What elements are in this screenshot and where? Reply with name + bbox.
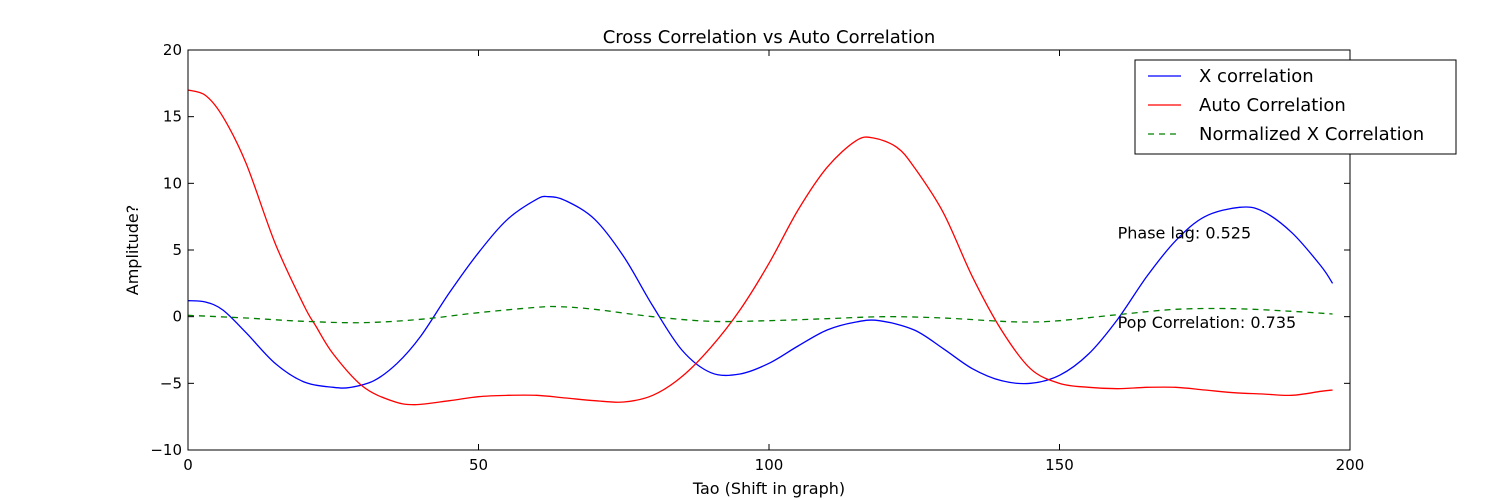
annotation-phase-lag: Phase lag: 0.525: [1118, 224, 1252, 243]
plot-area: Phase lag: 0.525 Pop Correlation: 0.735 0 5…: [150, 41, 1364, 474]
legend-label-normalized-x-correlation: Normalized X Correlation: [1199, 124, 1424, 145]
x-tick-label: 0: [183, 456, 193, 474]
legend: X correlation Auto Correlation Normalized …: [1134, 59, 1457, 155]
series-line-normalized-x-correlation: [187, 305, 1333, 324]
y-tick-label: −5: [160, 374, 182, 392]
series-line-x-correlation: [187, 195, 1334, 389]
x-tick-label: 50: [469, 456, 488, 474]
annotation-pop-correlation: Pop Correlation: 0.735: [1118, 313, 1297, 332]
y-axis-label: Amplitude?: [123, 205, 142, 295]
y-tick-label: 10: [163, 174, 182, 192]
legend-label-auto-correlation: Auto Correlation: [1199, 95, 1346, 116]
x-axis-label: Tao (Shift in graph): [692, 479, 845, 498]
legend-label-x-correlation: X correlation: [1199, 66, 1314, 87]
y-tick-label: 5: [172, 241, 182, 259]
y-tick-label: 0: [172, 308, 182, 326]
y-tick-label: 15: [163, 108, 182, 126]
y-tick-label: −10: [150, 441, 182, 459]
chart-title: Cross Correlation vs Auto Correlation: [603, 27, 936, 48]
legend-box: [1134, 59, 1457, 155]
x-tick-label: 150: [1045, 456, 1074, 474]
series-line-auto-correlation: [187, 89, 1333, 406]
x-tick-label: 200: [1336, 456, 1365, 474]
x-tick-label: 100: [755, 456, 784, 474]
y-tick-label: 20: [163, 41, 182, 59]
